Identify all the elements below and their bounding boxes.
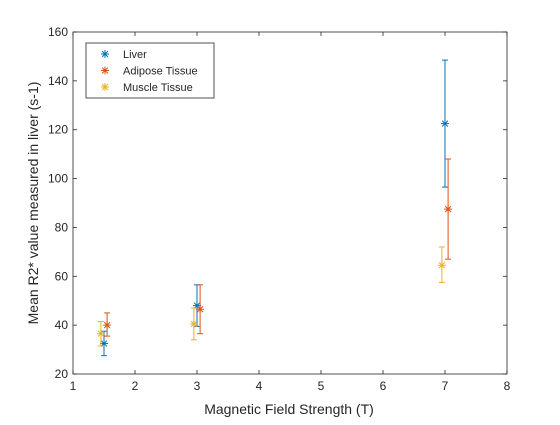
series-muscle-tissue [96,246,446,347]
y-tick-label: 60 [55,269,69,283]
x-tick-label: 8 [504,379,511,393]
data-point [437,261,446,270]
x-tick-label: 1 [70,379,77,393]
series-liver [100,59,449,357]
data-point [96,329,105,338]
data-point [189,319,198,328]
legend-marker [101,50,109,58]
y-tick-label: 140 [48,74,68,88]
x-axis-label: Magnetic Field Strength (T) [204,401,374,417]
data-point [444,205,453,214]
y-tick-label: 80 [55,220,69,234]
y-axis-label: Mean R2* value measured in liver (s-1) [25,82,41,325]
ticks: 1 2 3 4 5 6 7 8 20 40 60 80 100 120 140 160 [48,25,511,393]
series-adipose-tissue [103,158,453,337]
legend-entry: Muscle Tissue [123,82,193,94]
legend: Liver Adipose Tissue Muscle Tissue [85,42,215,99]
x-tick-label: 2 [132,379,139,393]
plot-marks [96,59,453,357]
axes [72,31,508,375]
plot-box [72,31,508,375]
x-tick-label: 5 [318,379,325,393]
legend-entry: Adipose Tissue [123,66,198,78]
legend-marker [101,66,109,75]
x-tick-label: 7 [442,379,449,393]
y-tick-label: 120 [48,123,68,137]
y-tick-label: 20 [55,367,69,381]
x-tick-label: 6 [380,379,387,393]
legend-marker [101,83,109,91]
data-point [196,305,205,314]
legend-entry: Liver [123,49,147,61]
data-point [103,321,112,330]
x-tick-label: 4 [256,379,263,393]
x-tick-label: 3 [194,379,201,393]
y-tick-label: 160 [48,25,68,39]
y-tick-label: 40 [55,318,69,332]
y-tick-label: 100 [48,172,68,186]
data-point [441,119,449,128]
